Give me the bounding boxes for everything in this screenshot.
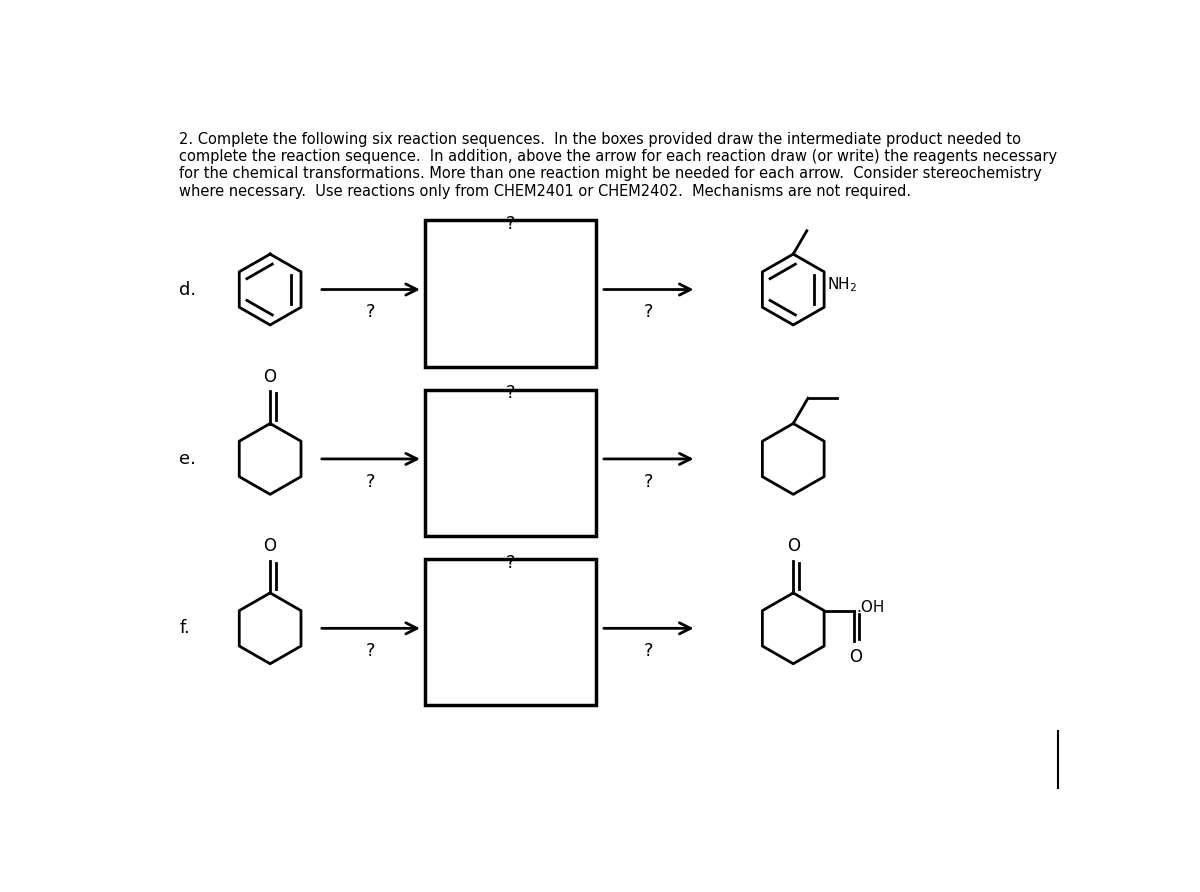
Text: ?: ? xyxy=(644,642,654,660)
Text: ?: ? xyxy=(644,473,654,491)
Text: d.: d. xyxy=(180,280,197,299)
Text: O: O xyxy=(264,537,277,555)
Text: 2. Complete the following six reaction sequences.  In the boxes provided draw th: 2. Complete the following six reaction s… xyxy=(180,132,1057,199)
Bar xyxy=(425,390,595,536)
Text: e.: e. xyxy=(180,450,197,468)
Text: ?: ? xyxy=(505,215,515,233)
Bar xyxy=(425,220,595,367)
Text: f.: f. xyxy=(180,619,190,637)
Text: ?: ? xyxy=(505,554,515,572)
Text: O: O xyxy=(264,368,277,385)
Text: .OH: .OH xyxy=(857,600,886,615)
Bar xyxy=(425,559,595,706)
Text: ?: ? xyxy=(505,384,515,402)
Text: O: O xyxy=(787,537,799,555)
Text: ?: ? xyxy=(366,473,376,491)
Text: ?: ? xyxy=(366,303,376,321)
Text: ?: ? xyxy=(644,303,654,321)
Text: NH$_2$: NH$_2$ xyxy=(827,275,858,293)
Text: O: O xyxy=(850,648,863,665)
Text: ?: ? xyxy=(366,642,376,660)
